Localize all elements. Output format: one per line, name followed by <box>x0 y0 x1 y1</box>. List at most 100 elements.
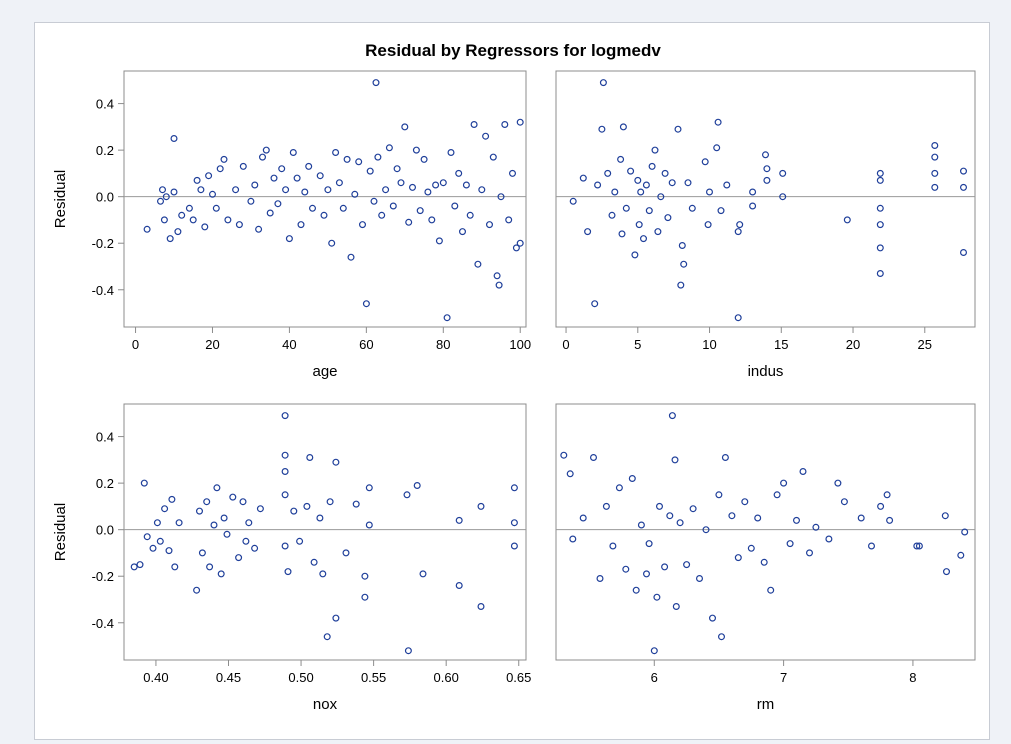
scatter-point <box>645 540 653 548</box>
scatter-point <box>306 454 314 462</box>
x-axis-label: indus <box>748 363 784 380</box>
scatter-point <box>648 162 656 170</box>
scatter-point <box>650 647 658 655</box>
scatter-point <box>702 526 710 534</box>
scatter-point <box>196 507 204 515</box>
y-tick-label: 0.0 <box>96 190 114 205</box>
scatter-panel-rm: 6 7 8 rm <box>555 403 976 713</box>
scatter-point <box>332 614 340 622</box>
scatter-point <box>232 186 240 194</box>
x-tick-label: 0 <box>132 337 139 352</box>
scatter-point <box>654 228 662 236</box>
scatter-point <box>229 493 237 501</box>
scatter-point <box>701 158 709 166</box>
scatter-point <box>713 144 721 152</box>
scatter-point <box>365 484 373 492</box>
scatter-point <box>683 561 691 569</box>
scatter-point <box>773 491 781 499</box>
scatter-point <box>843 216 851 224</box>
scatter-point <box>478 186 486 194</box>
scatter-point <box>608 211 616 219</box>
scatter-panel-nox: 0.40 0.45 0.50 0.55 0.60 0.65 nox 0.4 0.2 0.0 -0.2… <box>52 403 531 713</box>
x-tick-label: 15 <box>774 337 788 352</box>
scatter-point <box>301 188 309 196</box>
scatter-point <box>213 484 221 492</box>
scatter-point <box>635 221 643 229</box>
scatter-point <box>235 221 243 229</box>
x-tick-label: 100 <box>509 337 531 352</box>
scatter-point <box>366 167 374 175</box>
scatter-point <box>470 120 478 128</box>
scatter-point <box>684 179 692 187</box>
x-tick-label: 0.60 <box>434 670 459 685</box>
scatter-point <box>389 202 397 210</box>
panels-layer: 0 20 40 60 80 100age0.40.20.0-0.2-0.4Residual… <box>52 70 976 713</box>
scatter-point <box>281 468 289 476</box>
scatter-point <box>266 209 274 217</box>
scatter-point <box>223 530 231 538</box>
scatter-point <box>156 537 164 545</box>
scatter-point <box>489 153 497 161</box>
scatter-point <box>351 190 359 198</box>
scatter-point <box>957 551 965 559</box>
scatter-point <box>680 260 688 268</box>
scatter-point <box>165 547 173 555</box>
y-tick-label: 0.4 <box>96 430 114 445</box>
scatter-point <box>486 221 494 229</box>
scatter-point <box>370 197 378 205</box>
scatter-point <box>455 581 463 589</box>
scatter-point <box>274 200 282 208</box>
scatter-point <box>256 505 264 513</box>
scatter-point <box>510 519 518 527</box>
residual-scatter-matrix: Residual by Regressors for logmedv 0 20 40… <box>52 41 976 713</box>
scatter-point <box>566 470 574 478</box>
scatter-point <box>156 197 164 205</box>
scatter-point <box>767 586 775 594</box>
scatter-point <box>316 514 324 522</box>
plot-frame <box>555 403 976 661</box>
scatter-point <box>594 181 602 189</box>
plot-frame <box>555 70 976 328</box>
scatter-point <box>343 155 351 163</box>
scatter-point <box>455 169 463 177</box>
scatter-point <box>282 186 290 194</box>
scatter-point <box>609 542 617 550</box>
scatter-point <box>622 565 630 573</box>
scatter-point <box>193 176 201 184</box>
scatter-point <box>579 514 587 522</box>
scatter-point <box>569 535 577 543</box>
scatter-point <box>251 181 259 189</box>
scatter-point <box>130 563 138 571</box>
scatter-point <box>931 141 939 149</box>
scatter-point <box>166 235 174 243</box>
scatter-point <box>634 176 642 184</box>
scatter-point <box>462 181 470 189</box>
scatter-point <box>516 239 524 247</box>
scatter-point <box>876 270 884 278</box>
scatter-point <box>632 586 640 594</box>
scatter-point <box>674 125 682 133</box>
scatter-point <box>262 146 270 154</box>
y-tick-label: -0.4 <box>92 616 114 631</box>
scatter-point <box>374 153 382 161</box>
scatter-point <box>761 151 769 159</box>
scatter-point <box>628 475 636 483</box>
scatter-point <box>209 190 217 198</box>
plot-frame <box>123 70 527 328</box>
scatter-point <box>235 554 243 562</box>
scatter-point <box>631 251 639 259</box>
scatter-point <box>931 169 939 177</box>
scatter-point <box>931 153 939 161</box>
y-tick-label: 0.2 <box>96 143 114 158</box>
scatter-point <box>717 633 725 641</box>
scatter-point <box>310 558 318 566</box>
x-tick-label: 10 <box>702 337 716 352</box>
scatter-point <box>372 79 380 87</box>
scatter-point <box>915 542 923 550</box>
scatter-point <box>569 197 577 205</box>
scatter-point <box>153 519 161 527</box>
scatter-point <box>509 169 517 177</box>
scatter-point <box>198 549 206 557</box>
y-tick-label: 0.0 <box>96 523 114 538</box>
scatter-point <box>290 507 298 515</box>
